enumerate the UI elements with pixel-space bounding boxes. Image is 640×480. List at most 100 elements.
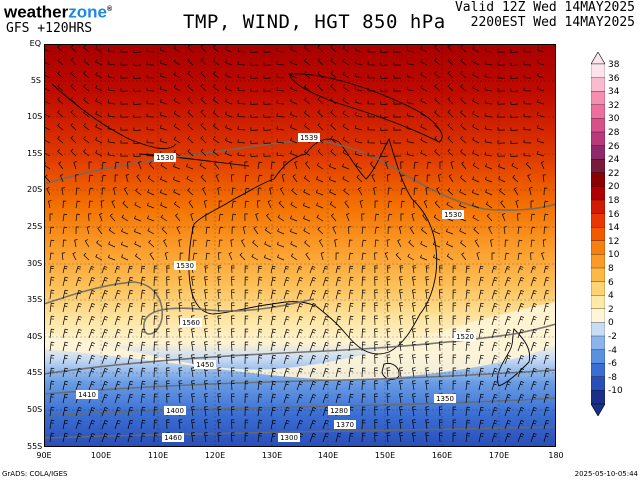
wind-barb: [386, 393, 391, 404]
wind-barb: [159, 85, 168, 92]
wind-barb: [478, 302, 484, 313]
wind-barb: [108, 241, 116, 248]
wind-barb: [536, 72, 545, 79]
wind-barb: [57, 83, 64, 92]
wind-barb: [317, 122, 324, 131]
colorbar-label: 20: [608, 182, 620, 193]
wind-barb: [107, 86, 116, 92]
wind-barb: [75, 200, 81, 209]
wind-barb: [348, 315, 354, 326]
wind-barb: [88, 187, 94, 196]
wind-barb: [530, 252, 534, 261]
wind-barb: [413, 174, 419, 183]
lat-label: 30S: [27, 259, 43, 268]
wind-barb: [361, 289, 366, 300]
wind-barb: [217, 341, 222, 352]
wind-barb: [504, 381, 511, 391]
wind-barb: [434, 44, 441, 53]
svg-text:1530: 1530: [156, 154, 174, 162]
wind-barb: [133, 75, 142, 79]
wind-barb: [217, 265, 222, 274]
wind-barb: [411, 315, 416, 326]
wind-barb: [127, 432, 134, 443]
wind-barb: [322, 289, 329, 300]
wind-barb: [322, 276, 329, 287]
wind-barb: [491, 367, 498, 378]
wind-barb: [95, 72, 103, 79]
wind-barb: [484, 86, 493, 92]
wind-barb: [62, 380, 68, 391]
wind-barb: [200, 96, 207, 105]
wind-barb: [48, 200, 52, 209]
wind-barb: [133, 127, 142, 131]
wind-barb: [471, 189, 480, 196]
wind-barb: [361, 354, 366, 365]
lat-label: 55S: [27, 442, 43, 451]
height-label: 1530: [442, 210, 464, 219]
wind-barb: [244, 341, 249, 352]
wind-barb: [257, 276, 263, 287]
wind-barb: [393, 62, 402, 66]
wind-barb: [277, 214, 285, 222]
wind-barb: [399, 328, 404, 339]
wind-barb: [127, 328, 134, 339]
wind-barb: [491, 289, 498, 300]
wind-barb: [294, 161, 298, 170]
wind-barb: [205, 252, 210, 261]
wind-barb: [114, 302, 121, 313]
wind-barb: [460, 240, 467, 248]
wind-barb: [348, 341, 354, 352]
wind-barb: [127, 367, 134, 378]
wind-barb: [263, 75, 272, 79]
wind-barb: [75, 174, 79, 183]
height-label: 1460: [162, 433, 184, 442]
wind-barb: [217, 380, 222, 391]
wind-barb: [399, 432, 404, 443]
wind-barb: [322, 315, 329, 326]
wind-barb: [127, 393, 134, 404]
wind-barb: [217, 187, 221, 196]
wind-barb: [88, 303, 95, 313]
wind-barb: [386, 174, 391, 183]
wind-barb: [517, 381, 525, 391]
colorbar-label: 12: [608, 236, 620, 247]
wind-barb: [491, 252, 495, 260]
wind-barb: [62, 328, 68, 339]
wind-barb: [173, 45, 181, 53]
wind-barb: [450, 161, 454, 170]
wind-barb: [101, 265, 108, 274]
wind-barb: [543, 276, 550, 287]
wind-barb: [237, 113, 246, 118]
wind-barb: [290, 72, 298, 79]
wind-barb: [374, 328, 378, 339]
wind-barb: [386, 315, 391, 326]
wind-barb: [472, 124, 480, 131]
svg-text:1400: 1400: [166, 407, 184, 415]
wind-barb: [83, 110, 90, 118]
height-label: 1530: [154, 153, 176, 162]
colorbar-label: 8: [608, 264, 614, 274]
wind-barb: [191, 406, 196, 417]
wind-barb: [186, 163, 194, 170]
wind-barb: [425, 419, 430, 430]
wind-barb: [114, 328, 121, 339]
colorbar-label: 28: [608, 128, 620, 138]
wind-barb: [523, 87, 532, 92]
wind-barb: [217, 302, 222, 313]
wind-barb: [120, 75, 129, 79]
wind-barb: [57, 122, 64, 131]
wind-barb: [525, 161, 532, 170]
wind-barb: [386, 276, 391, 287]
height-labels: 1530 1539 1530 1530 1560 1520 1450 1410 …: [76, 133, 476, 442]
wind-barb: [530, 420, 537, 430]
wind-barb: [397, 239, 402, 248]
wind-barb: [386, 406, 391, 417]
wind-barb: [187, 135, 194, 144]
wind-barb: [322, 302, 329, 313]
wind-barb: [49, 226, 54, 235]
wind-barb: [497, 88, 506, 92]
wind-barb: [399, 367, 404, 378]
wind-barb: [536, 85, 545, 92]
wind-barb: [204, 315, 208, 326]
colorbar-label: 6: [608, 277, 614, 288]
